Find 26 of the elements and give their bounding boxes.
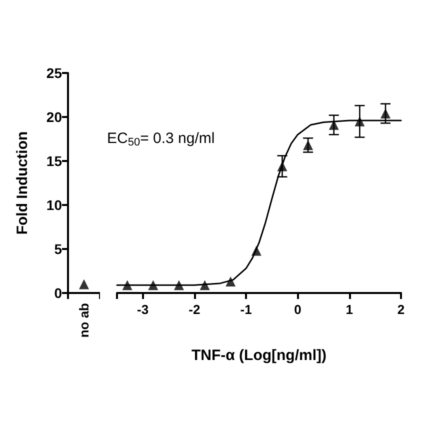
x-tick-label: 2 — [397, 302, 405, 317]
point — [328, 120, 339, 130]
y-tick-label: 5 — [54, 241, 62, 257]
x-tick-label: no ab — [76, 302, 92, 338]
x-tick-label: 1 — [346, 302, 353, 317]
point — [380, 108, 391, 118]
point — [354, 116, 365, 126]
x-tick-label: 0 — [294, 302, 302, 317]
point — [200, 280, 210, 290]
point — [303, 140, 314, 150]
point — [226, 276, 236, 287]
point — [148, 280, 158, 290]
y-tick-label: 20 — [46, 109, 62, 125]
x-tick-label: -1 — [240, 302, 252, 317]
point — [251, 246, 262, 256]
y-axis-title: Fold Induction — [14, 131, 31, 235]
point — [122, 280, 132, 290]
y-tick-label: 0 — [54, 285, 62, 301]
x-tick-label: -3 — [137, 302, 149, 317]
y-tick-label: 25 — [46, 65, 62, 81]
x-axis-title: TNF-α (Log[ng/ml]) — [191, 347, 327, 364]
x-tick-label: -2 — [188, 302, 200, 317]
point — [277, 161, 288, 172]
y-tick-label: 10 — [46, 197, 62, 213]
point — [174, 280, 184, 290]
y-tick-label: 15 — [46, 153, 62, 169]
